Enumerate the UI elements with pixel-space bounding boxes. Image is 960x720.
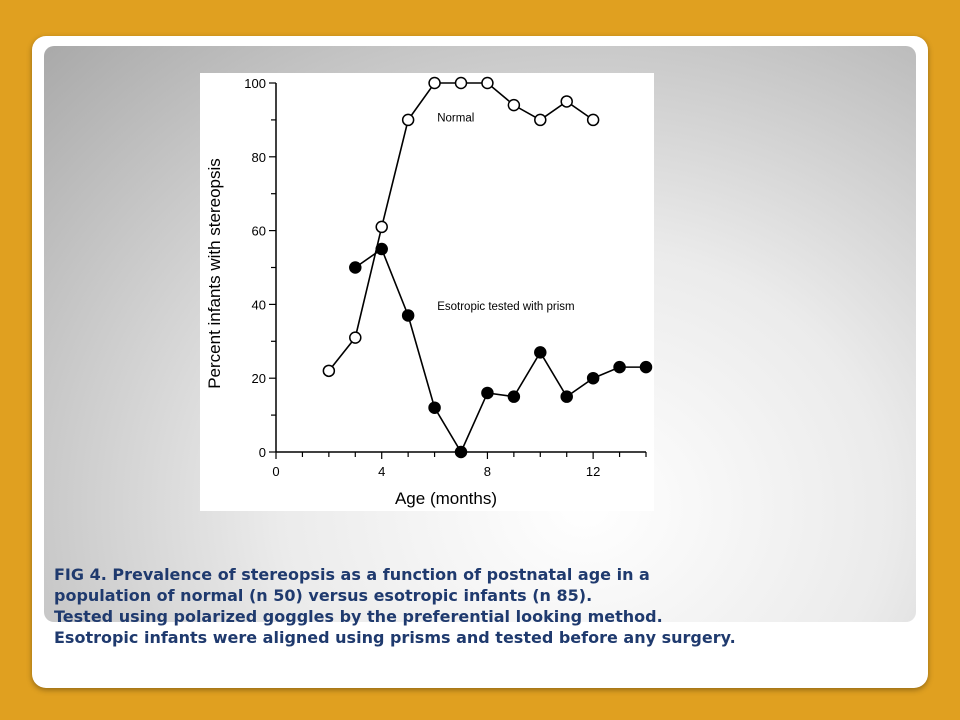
data-point — [586, 371, 600, 385]
data-point — [401, 309, 415, 322]
data-point — [349, 331, 362, 344]
caption-line: population of normal (n 50) versus esotr… — [54, 586, 593, 605]
data-point — [481, 386, 494, 400]
chart-series — [322, 76, 653, 459]
y-tick-label: 100 — [244, 76, 266, 91]
chart-labels: 0 4 8 12 0 20 40 60 80 100 Age (months) Percent inf… — [205, 76, 600, 508]
stereopsis-chart: 0 4 8 12 0 20 40 60 80 100 Age (months) Percent inf… — [200, 73, 654, 511]
data-point — [560, 95, 573, 108]
chart-svg: 0 4 8 12 0 20 40 60 80 100 Age (months) Percent inf… — [205, 76, 653, 508]
data-point — [481, 76, 494, 90]
y-tick-label: 80 — [252, 150, 266, 165]
data-point — [507, 98, 521, 112]
x-tick-label: 12 — [586, 464, 600, 479]
caption-line: Tested using polarized goggles by the pr… — [54, 607, 663, 626]
data-point — [586, 113, 600, 127]
data-point — [639, 360, 653, 374]
data-point — [507, 390, 521, 403]
caption-line: Esotropic infants were aligned using pri… — [54, 628, 736, 647]
y-tick-label: 40 — [252, 297, 266, 312]
x-tick-label: 8 — [484, 464, 491, 479]
data-point — [375, 242, 388, 256]
series-esotropic — [349, 242, 653, 459]
data-point — [401, 113, 415, 127]
data-point — [322, 364, 336, 378]
figure-caption: FIG 4. Prevalence of stereopsis as a fun… — [54, 564, 914, 648]
data-point — [375, 220, 388, 234]
data-point — [349, 261, 362, 274]
data-point — [428, 401, 441, 414]
y-axis-label: Percent infants with stereopsis — [205, 158, 224, 389]
data-point — [560, 390, 573, 403]
data-point — [454, 445, 468, 459]
data-point — [534, 113, 547, 127]
data-point — [534, 346, 547, 359]
data-point — [613, 360, 626, 374]
series-line — [354, 247, 646, 454]
data-point — [454, 76, 468, 90]
caption-line: FIG 4. Prevalence of stereopsis as a fun… — [54, 565, 650, 584]
y-tick-label: 0 — [259, 445, 266, 460]
x-tick-label: 4 — [378, 464, 385, 479]
x-axis-label: Age (months) — [395, 489, 497, 508]
series-line — [328, 82, 594, 372]
y-tick-label: 60 — [252, 224, 266, 239]
y-tick-label: 20 — [252, 371, 266, 386]
data-point — [428, 76, 441, 90]
series-label-esotropic: Esotropic tested with prism — [437, 301, 574, 313]
chart-axes — [269, 82, 647, 459]
series-normal — [322, 76, 600, 378]
x-tick-label: 0 — [272, 464, 279, 479]
series-label-normal: Normal — [437, 113, 474, 125]
